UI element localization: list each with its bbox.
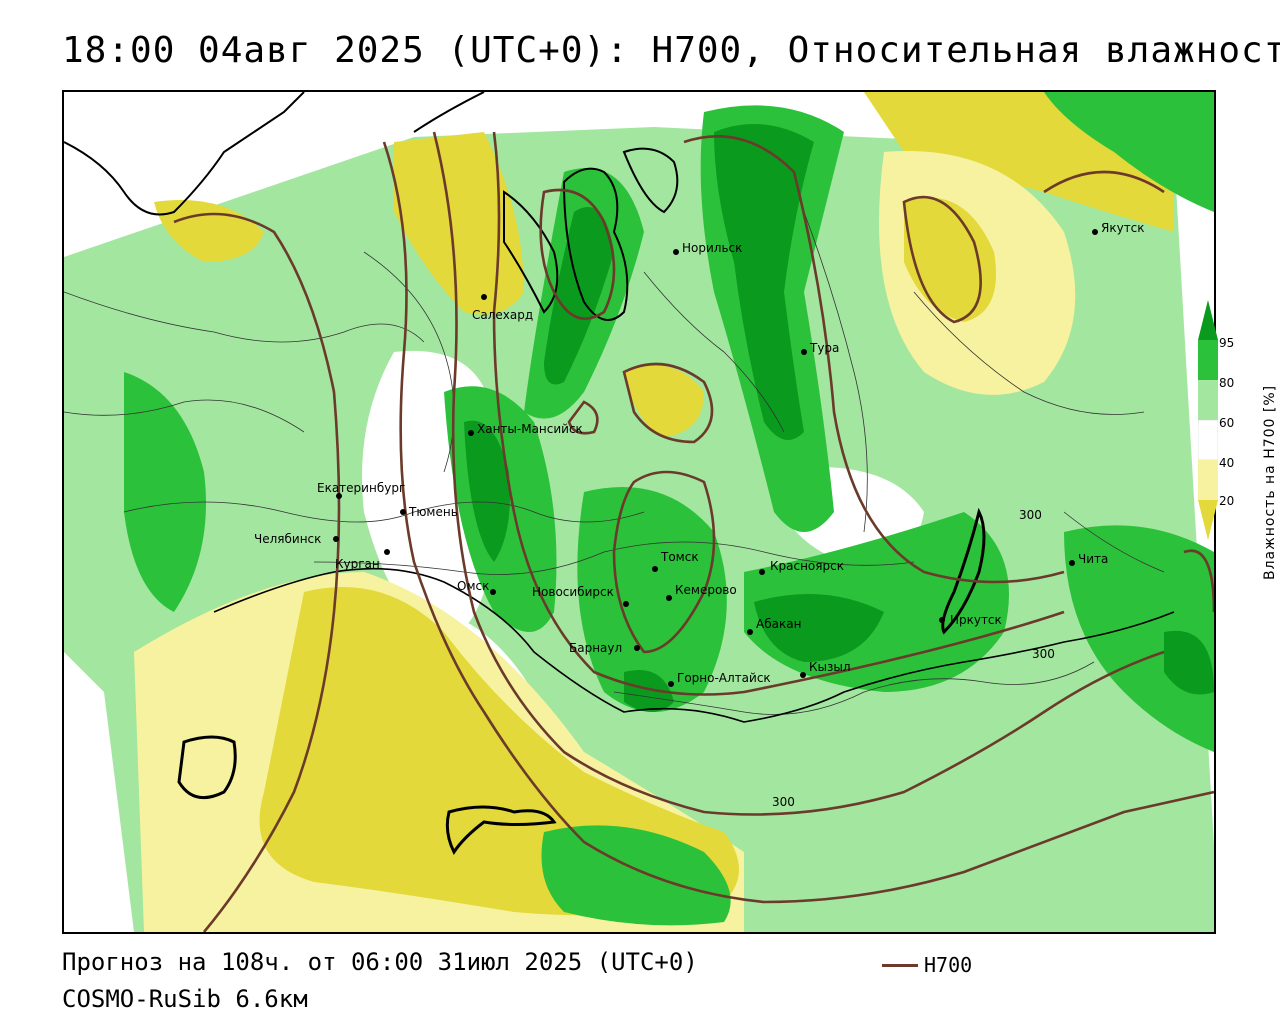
colorbar-bottom-arrow [1198, 500, 1218, 540]
city-dot [1069, 560, 1075, 566]
city-label: Тюмень [408, 505, 458, 519]
model-name: COSMO-RuSib 6.6км [62, 985, 308, 1013]
humidity-field-dark-green [624, 670, 674, 712]
city-dot [490, 589, 496, 595]
city-label: Горно-Алтайск [677, 671, 771, 685]
colorbar-title: Влажность на Н700 [%] [1262, 384, 1278, 580]
h700-contours [173, 131, 1214, 932]
city-label: Омск [457, 579, 489, 593]
colorbar-tick-40: 40 [1219, 456, 1235, 470]
city-dot [623, 601, 629, 607]
lake-baikal [941, 507, 986, 635]
city-dot [801, 349, 807, 355]
city-dot [939, 617, 945, 623]
humidity-colorbar [1197, 300, 1219, 540]
city-label: Иркутск [950, 613, 1002, 627]
city-label: Новосибирск [532, 585, 614, 599]
colorbar-light-green [1198, 380, 1218, 420]
humidity-field-green [124, 372, 206, 612]
humidity-field-dark-green [754, 594, 884, 662]
h700-legend-line [882, 964, 918, 967]
coastline [503, 190, 559, 314]
city-dot [634, 645, 640, 651]
city-dot [668, 681, 674, 687]
map-title: 18:00 04авг 2025 (UTC+0): Н700, Относите… [62, 30, 1280, 71]
colorbar-dark-green [1198, 340, 1218, 380]
humidity-field-dark-green [464, 420, 510, 562]
city-label: Курган [335, 557, 380, 571]
colorbar-tick-95: 95 [1219, 336, 1235, 350]
h700-legend-label: Н700 [924, 953, 973, 977]
city-dot [759, 569, 765, 575]
city-label: Челябинск [254, 532, 321, 546]
city-label: Ханты-Мансийск [477, 422, 583, 436]
city-dot [481, 294, 487, 300]
humidity-field-dark-green [714, 124, 814, 440]
colorbar-white [1197, 419, 1219, 461]
city-dot [673, 249, 679, 255]
humidity-field-yellow [624, 365, 704, 437]
coastline [622, 147, 679, 214]
humidity-field-green [541, 825, 731, 926]
city-dot [652, 566, 658, 572]
city-label: Красноярск [770, 559, 844, 573]
humidity-field-green [1064, 525, 1214, 752]
city-dot [666, 595, 672, 601]
city-label: Тура [809, 341, 839, 355]
city-label: Якутск [1101, 221, 1145, 235]
city-dot [800, 672, 806, 678]
contour-label-300: 300 [1019, 508, 1042, 522]
region-borders [64, 211, 1165, 715]
humidity-field-green [1044, 92, 1214, 212]
map-area: 300 300 300 Норильск Якутск Салехард Тура Ха… [62, 90, 1216, 934]
city-dot [1092, 229, 1098, 235]
city-label: Екатеринбург [317, 481, 405, 495]
colorbar-tick-20: 20 [1219, 494, 1235, 508]
humidity-field-yellow [394, 132, 524, 315]
city-label: Кызыл [809, 660, 851, 674]
city-markers: Норильск Якутск Салехард Тура Ханты-Мансийск… [254, 221, 1145, 687]
coastline [64, 92, 305, 216]
coastline [562, 167, 629, 321]
coastline [413, 92, 485, 133]
lake-aral [177, 735, 237, 800]
humidity-field-dark-green [544, 207, 614, 385]
city-label: Чита [1078, 552, 1108, 566]
map-canvas: 300 300 300 Норильск Якутск Салехард Тура Ха… [64, 92, 1214, 932]
humidity-field-dark-green [1164, 630, 1214, 695]
city-label: Норильск [682, 241, 742, 255]
city-dot [747, 629, 753, 635]
city-dot [468, 430, 474, 436]
national-border [213, 567, 1175, 723]
city-label: Абакан [756, 617, 801, 631]
city-dot [336, 493, 342, 499]
forecast-info: Прогноз на 108ч. от 06:00 31июл 2025 (UT… [62, 948, 698, 976]
contour-label-300: 300 [772, 795, 795, 809]
city-dot [333, 536, 339, 542]
colorbar-tick-60: 60 [1219, 416, 1235, 430]
contour-label-300: 300 [1032, 647, 1055, 661]
colorbar-top-arrow [1198, 300, 1218, 340]
city-label: Томск [660, 550, 699, 564]
colorbar-light-yellow [1198, 460, 1218, 500]
city-label: Барнаул [569, 641, 622, 655]
city-label: Кемерово [675, 583, 737, 597]
lake-balkhash [445, 805, 557, 855]
city-dot [400, 509, 406, 515]
city-dot [384, 549, 390, 555]
colorbar-tick-80: 80 [1219, 376, 1235, 390]
city-label: Салехард [472, 308, 533, 322]
